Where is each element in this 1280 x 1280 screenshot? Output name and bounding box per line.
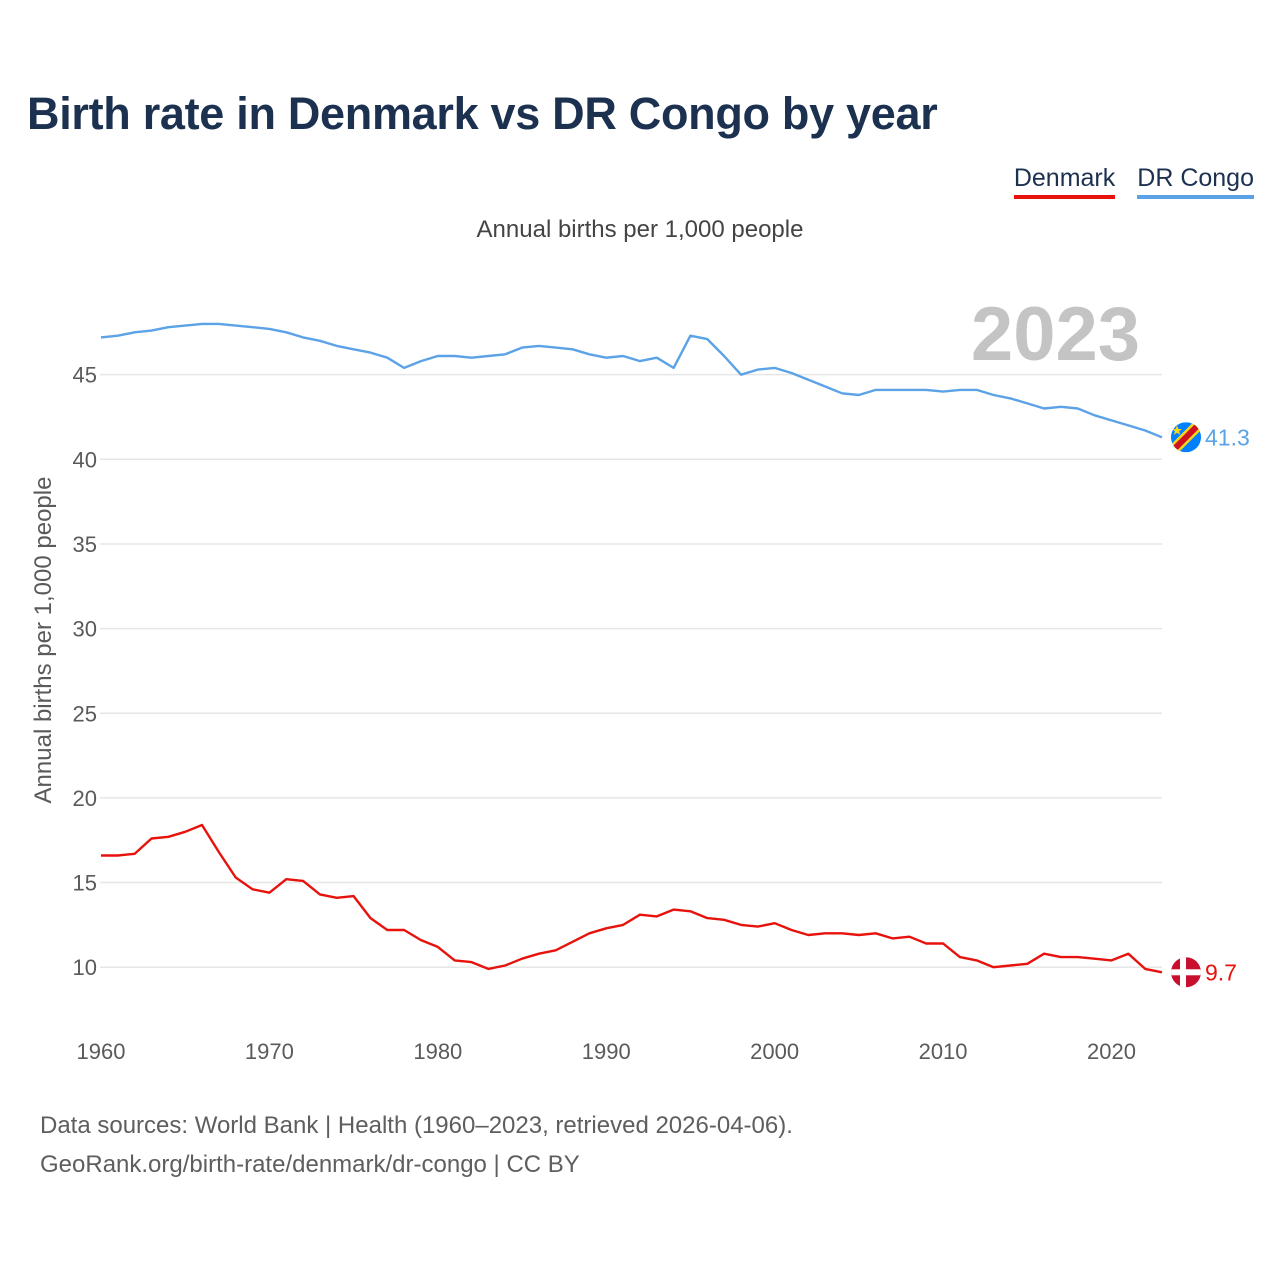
legend-item-denmark[interactable]: Denmark <box>1013 164 1116 199</box>
series-line-dr-congo[interactable] <box>100 322 1163 439</box>
x-tick-label: 2000 <box>750 1039 799 1064</box>
y-tick-label: 15 <box>73 871 97 896</box>
y-tick-label: 35 <box>73 532 97 557</box>
x-tick-label: 2020 <box>1087 1039 1136 1064</box>
denmark-end-value: 9.7 <box>1205 959 1237 985</box>
x-tick-label: 1980 <box>413 1039 462 1064</box>
dr-congo-flag-icon <box>1171 422 1201 453</box>
y-tick-label: 25 <box>73 701 97 726</box>
x-tick-label: 1960 <box>77 1039 126 1064</box>
chart-subtitle: Annual births per 1,000 people <box>476 216 804 243</box>
gridlines <box>100 373 1162 968</box>
denmark-flag-icon <box>1171 957 1201 988</box>
chart-title: Birth rate in Denmark vs DR Congo by yea… <box>27 88 938 139</box>
series-lines <box>100 322 1163 974</box>
footer-source: Data sources: World Bank | Health (1960–… <box>40 1112 793 1139</box>
y-tick-label: 20 <box>73 786 97 811</box>
x-tick-label: 1970 <box>245 1039 294 1064</box>
dr-congo-end-value: 41.3 <box>1205 424 1250 450</box>
y-tick-label: 45 <box>73 363 97 388</box>
legend-item-dr-congo[interactable]: DR Congo <box>1137 164 1254 199</box>
x-axis-ticks: 1960 1970 1980 1990 2000 2010 2020 <box>77 1039 1136 1064</box>
series-line-denmark[interactable] <box>101 823 1163 974</box>
y-tick-label: 30 <box>73 617 97 642</box>
footer-link[interactable]: GeoRank.org/birth-rate/denmark/dr-congo … <box>40 1151 580 1178</box>
end-markers: 41.3 9.7 <box>1171 422 1250 988</box>
x-tick-label: 2010 <box>919 1039 968 1064</box>
current-year-label: 2023 <box>971 292 1140 377</box>
y-axis-ticks: 10 15 20 25 30 35 40 45 <box>73 363 97 981</box>
footer: Data sources: World Bank | Health (1960–… <box>40 1106 793 1184</box>
legend: Denmark DR Congo <box>1013 164 1254 199</box>
y-tick-label: 10 <box>73 955 97 980</box>
y-axis-title: Annual births per 1,000 people <box>30 477 57 804</box>
x-tick-label: 1990 <box>582 1039 631 1064</box>
y-tick-label: 40 <box>73 447 97 472</box>
